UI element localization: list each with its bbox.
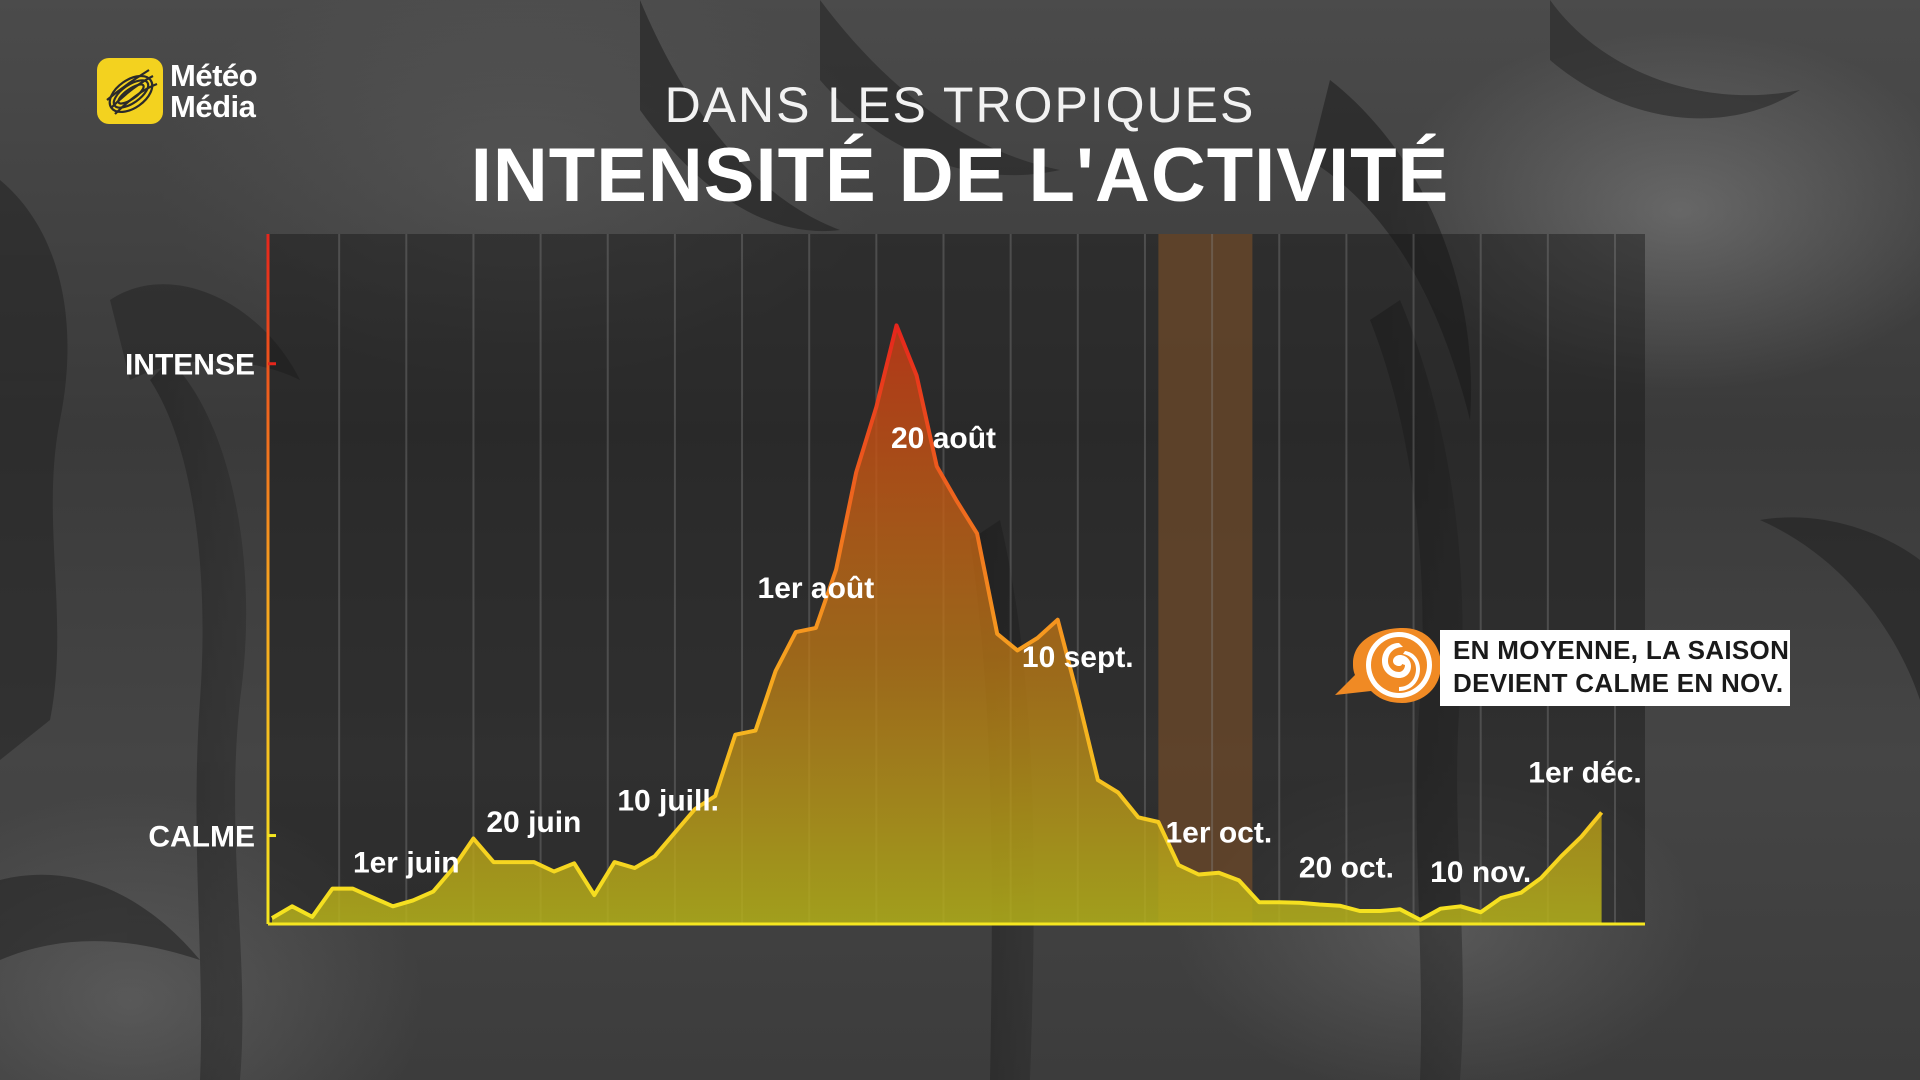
- date-labels: 1er juin 20 juin 10 juill. 1er août 20 août 1…: [353, 422, 1642, 889]
- date-label: 1er oct.: [1165, 817, 1272, 850]
- y-ticks: CALME INTENSE: [125, 349, 276, 854]
- callout-line1: EN MOYENNE, LA SAISON: [1453, 635, 1790, 665]
- date-label: 1er déc.: [1528, 757, 1641, 790]
- chart-title: INTENSITÉ DE L'ACTIVITÉ: [470, 133, 1450, 218]
- date-label: 20 juin: [486, 806, 581, 839]
- activity-line: [270, 323, 1604, 922]
- date-label: 20 oct.: [1299, 851, 1394, 884]
- date-label: 1er août: [758, 572, 875, 605]
- brand-name-line2: Média: [170, 89, 256, 124]
- chart-subtitle: DANS LES TROPIQUES: [664, 77, 1256, 133]
- y-tick-label: INTENSE: [125, 349, 255, 382]
- brand-name-line1: Météo: [170, 58, 258, 93]
- date-label: 10 juill.: [617, 784, 719, 817]
- callout-box: EN MOYENNE, LA SAISON DEVIENT CALME EN N…: [1440, 630, 1790, 706]
- date-label: 1er juin: [353, 846, 460, 879]
- brand-logo: Météo Média: [97, 58, 258, 124]
- brand-name: Météo Média: [170, 58, 258, 124]
- hurricane-icon: [1335, 628, 1441, 703]
- date-label: 10 sept.: [1022, 641, 1134, 674]
- highlight-band: [1158, 234, 1253, 924]
- activity-area: [272, 325, 1602, 924]
- y-tick-label: CALME: [148, 821, 255, 854]
- globe-logo-icon: [97, 58, 163, 124]
- callout-line2: DEVIENT CALME EN NOV.: [1453, 668, 1784, 698]
- date-label: 20 août: [891, 422, 996, 455]
- date-label: 10 nov.: [1430, 856, 1531, 889]
